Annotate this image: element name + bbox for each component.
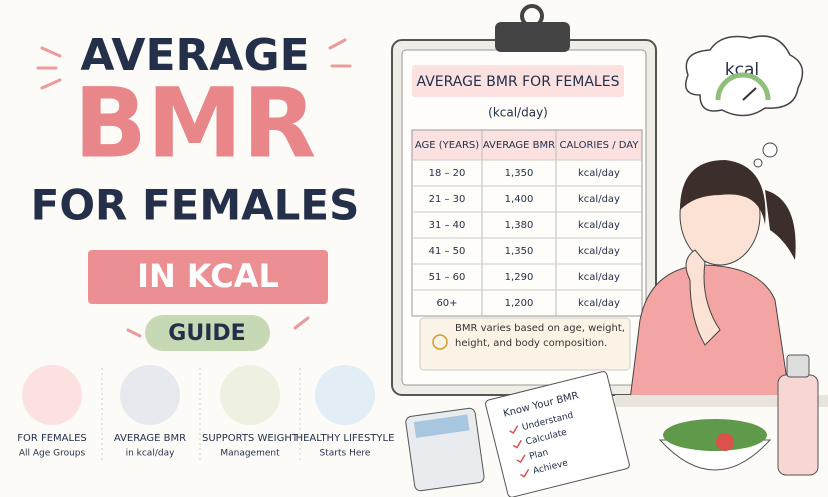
table-cell: 18 – 20 bbox=[429, 168, 466, 179]
table-header: CALORIES / DAY bbox=[560, 140, 640, 151]
table-cell: 1,290 bbox=[505, 272, 534, 283]
feature-subtitle: Management bbox=[220, 449, 280, 459]
notebook-item: Plan bbox=[528, 448, 549, 462]
feature-subtitle: All Age Groups bbox=[19, 449, 86, 459]
feature-title: SUPPORTS WEIGHT bbox=[202, 433, 299, 444]
feature-icon bbox=[120, 365, 180, 425]
table-border bbox=[411, 129, 643, 317]
salad bbox=[663, 419, 767, 451]
bottle-cap bbox=[786, 354, 810, 378]
table-cell: kcal/day bbox=[578, 220, 620, 231]
check-mark bbox=[512, 439, 522, 449]
table-cell: 1,200 bbox=[505, 298, 534, 309]
calculator-screen bbox=[413, 414, 470, 438]
bubble-dot bbox=[762, 142, 778, 158]
table-cell: 51 – 60 bbox=[429, 272, 466, 283]
feature-subtitle: Starts Here bbox=[320, 449, 371, 459]
feature-icon bbox=[315, 365, 375, 425]
feature-icon bbox=[22, 365, 82, 425]
table-cell: kcal/day bbox=[578, 246, 620, 257]
table-cell: 1,400 bbox=[505, 194, 534, 205]
table-cell: 21 – 30 bbox=[429, 194, 466, 205]
tag bbox=[145, 315, 270, 351]
feature-subtitle: in kcal/day bbox=[126, 449, 176, 459]
features: FOR FEMALES All Age Groups AVERAGE BMR in k… bbox=[17, 365, 394, 460]
feature-icon bbox=[220, 365, 280, 425]
bulb-icon bbox=[432, 334, 448, 350]
woman-illustration bbox=[615, 160, 828, 407]
bubble-dot bbox=[753, 158, 763, 168]
title-highlight: BMR bbox=[74, 67, 317, 179]
table-cell: 1,380 bbox=[505, 220, 534, 231]
title-line: FOR FEMALES bbox=[31, 181, 360, 230]
table-cell: kcal/day bbox=[578, 168, 620, 179]
table-cell: kcal/day bbox=[578, 298, 620, 309]
gauge bbox=[715, 72, 771, 101]
decor bbox=[36, 38, 352, 338]
note: BMR varies based on age, weight, height,… bbox=[455, 323, 625, 349]
note-box bbox=[419, 317, 631, 371]
table-header-bg bbox=[412, 130, 642, 160]
bottle bbox=[777, 374, 819, 476]
table-cell: kcal/day bbox=[578, 194, 620, 205]
feature-title: AVERAGE BMR bbox=[114, 433, 186, 444]
badge bbox=[88, 250, 328, 304]
clip-ring bbox=[520, 4, 544, 28]
check-mark bbox=[509, 425, 519, 435]
table-header: AVERAGE BMR bbox=[483, 140, 555, 151]
note-text: BMR varies based on age, weight, height,… bbox=[455, 323, 625, 349]
check-mark bbox=[520, 469, 530, 478]
table-cell: 31 – 40 bbox=[429, 220, 466, 231]
check-mark bbox=[516, 454, 526, 464]
tomato bbox=[716, 433, 734, 451]
table-cell: kcal/day bbox=[578, 272, 620, 283]
badge-text: IN KCAL bbox=[137, 257, 279, 295]
table-subtitle: (kcal/day) bbox=[488, 106, 548, 120]
table-cell: 1,350 bbox=[505, 168, 534, 179]
table-cell: 41 – 50 bbox=[429, 246, 466, 257]
table-header: AGE (YEARS) bbox=[415, 140, 479, 151]
notebook: Know Your BMR UnderstandCalculatePlanAch… bbox=[485, 371, 630, 497]
table: AGE (YEARS) AVERAGE BMR CALORIES / DAY 18 –… bbox=[411, 129, 643, 317]
table-title: AVERAGE BMR FOR FEMALES bbox=[417, 74, 620, 90]
feature-title: FOR FEMALES bbox=[17, 433, 87, 444]
gauge-needle bbox=[742, 87, 757, 101]
table-cell: 60+ bbox=[436, 298, 457, 309]
feature-title: HEALTHY LIFESTYLE bbox=[296, 433, 395, 444]
table-cell: 1,350 bbox=[505, 246, 534, 257]
notebook-page bbox=[485, 371, 630, 497]
tag-text: GUIDE bbox=[168, 321, 245, 346]
title-bar bbox=[412, 65, 624, 97]
clip bbox=[495, 22, 570, 52]
title-line: AVERAGE bbox=[80, 30, 309, 81]
